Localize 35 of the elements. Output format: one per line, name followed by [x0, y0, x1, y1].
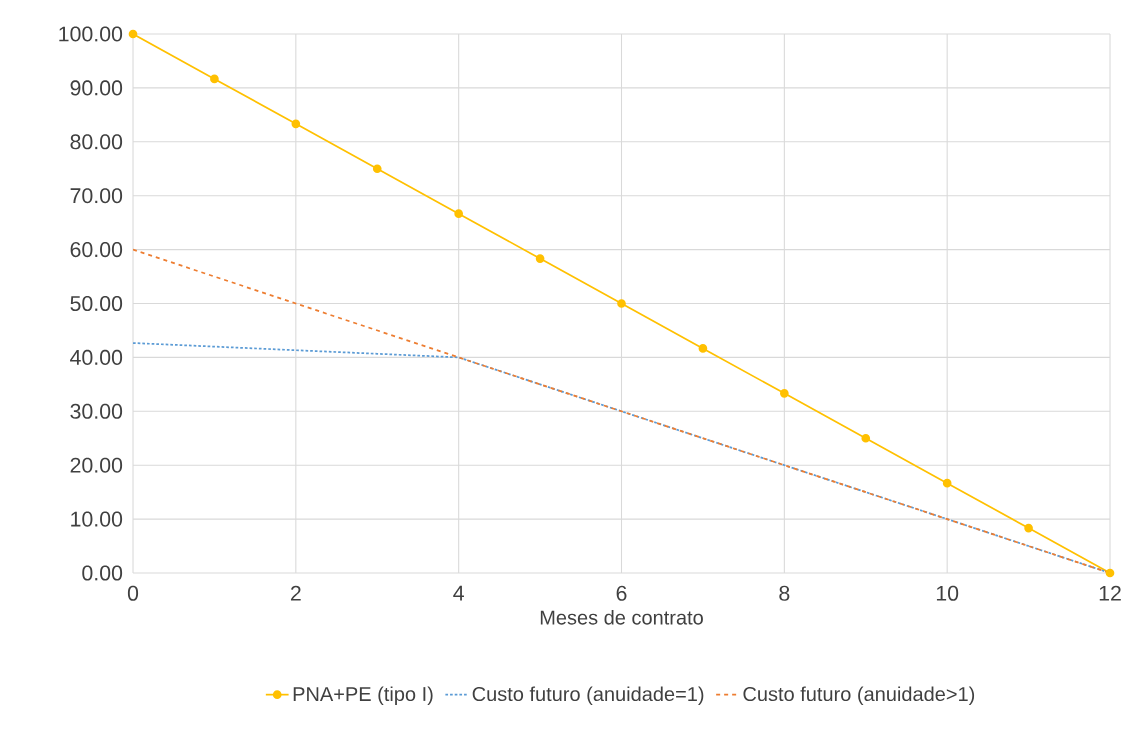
point: [780, 389, 789, 398]
legend-label: Custo futuro (anuidade>1): [743, 686, 975, 706]
x-tick-label: 6: [616, 585, 627, 601]
point: [454, 209, 464, 218]
x-tick-label: 2: [290, 585, 301, 601]
point: [861, 433, 871, 443]
x-tick-label: 12: [1099, 585, 1121, 601]
y-tick-label: 40.00: [70, 349, 123, 365]
point: [617, 299, 626, 308]
legend-label: Custo futuro (anuidade=1): [472, 686, 704, 706]
point: [942, 478, 952, 488]
y-tick-label: 60.00: [70, 242, 123, 258]
y-tick-label: 80.00: [70, 134, 123, 150]
point: [698, 344, 708, 353]
y-tick-label: 100.00: [59, 26, 123, 42]
y-tick-label: 20.00: [70, 457, 123, 473]
x-tick-label: 8: [779, 585, 790, 601]
x-tick-label: 4: [453, 585, 464, 601]
point: [210, 74, 219, 84]
y-tick-label: 30.00: [70, 403, 123, 419]
point: [1024, 523, 1033, 533]
y-tick-label: 10.00: [71, 511, 123, 527]
x-axis-title: Meses de contrato: [540, 609, 703, 625]
y-tick-label: 0.00: [82, 565, 123, 581]
point: [128, 29, 138, 39]
point: [291, 119, 301, 129]
legend-label: PNA+PE (tipo I): [293, 686, 433, 706]
y-tick-label: 70.00: [70, 188, 123, 204]
y-tick-label: 90.00: [70, 80, 123, 96]
x-tick-label: 10: [936, 585, 959, 601]
point: [372, 164, 382, 174]
y-tick-label: 50.00: [70, 295, 123, 312]
point: [535, 254, 545, 263]
x-tick-label: 0: [127, 585, 139, 601]
point: [1105, 568, 1115, 578]
